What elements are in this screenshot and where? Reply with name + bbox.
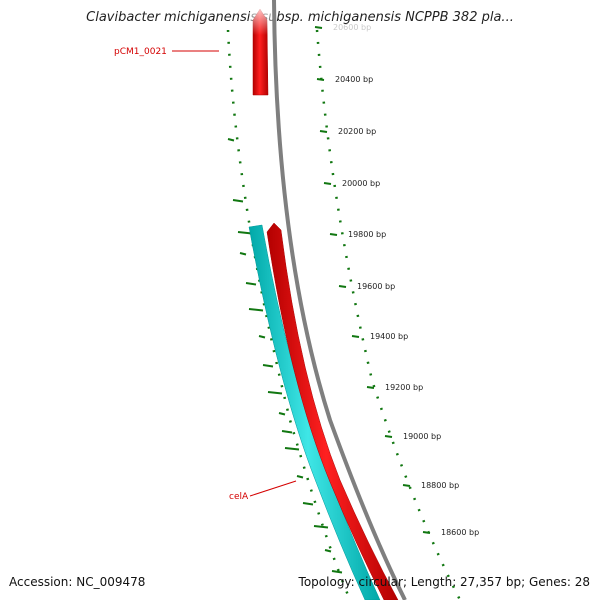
scale-tick-label: 20000 bp (342, 179, 380, 188)
scale-tick-label: 20600 bp (333, 23, 371, 32)
scale-tick-label: 18800 bp (421, 481, 459, 490)
scale-tick (422, 531, 431, 534)
plasmid-backbone (272, 0, 407, 600)
gc-bar (281, 430, 293, 434)
scale-tick (351, 335, 360, 338)
gc-content-bars (227, 138, 343, 574)
scale-tick-label: 20200 bp (338, 127, 376, 136)
scale-tick-label: 19000 bp (403, 432, 441, 441)
gc-bar (227, 138, 235, 142)
scale-tick-label: 19800 bp (348, 230, 386, 239)
gc-bar (237, 231, 253, 235)
scale-tick-label: 19600 bp (357, 282, 395, 291)
scale-tick (384, 435, 393, 438)
gc-bar (245, 282, 257, 286)
scale-tick (402, 484, 411, 487)
scale-tick-label: 18600 bp (441, 528, 479, 537)
scale-tick (329, 233, 338, 236)
label-leader-celA (249, 480, 297, 497)
scale-tick (366, 386, 375, 389)
gc-bar (331, 570, 343, 574)
gc-bar (232, 199, 244, 203)
gc-bar (267, 391, 283, 395)
gc-bar (324, 549, 332, 553)
gene-label-celA: celA (229, 492, 249, 502)
gc-bar (302, 502, 314, 506)
gc-bar (296, 475, 304, 479)
gc-bar (278, 412, 286, 416)
gc-bar (239, 252, 247, 256)
scale-tick (319, 130, 328, 133)
scale-tick-label: 19400 bp (370, 332, 408, 341)
scale-tick-label: 20400 bp (335, 75, 373, 84)
accession-text: Accession: NC_009478 (9, 575, 146, 589)
scale-tick (314, 26, 323, 29)
gc-bar (258, 335, 266, 339)
scale-tick (338, 285, 347, 288)
gc-bar (313, 525, 329, 529)
gc-bar (284, 447, 300, 451)
scale-tick-marks (314, 26, 431, 534)
scale-tick-label: 19200 bp (385, 383, 423, 392)
scale-tick (323, 182, 332, 185)
map-title: Clavibacter michiganensis subsp. michiga… (86, 10, 514, 25)
topology-summary: Topology: circular; Length: 27,357 bp; G… (298, 575, 590, 589)
scale-tick (316, 78, 325, 81)
gc-bar (262, 364, 274, 368)
scale-tick-labels: 20600 bp 20400 bp 20200 bp 20000 bp 19800 bp… (333, 23, 479, 537)
gc-bar (248, 308, 264, 312)
gene-label-pCM1_0021: pCM1_0021 (114, 47, 167, 57)
